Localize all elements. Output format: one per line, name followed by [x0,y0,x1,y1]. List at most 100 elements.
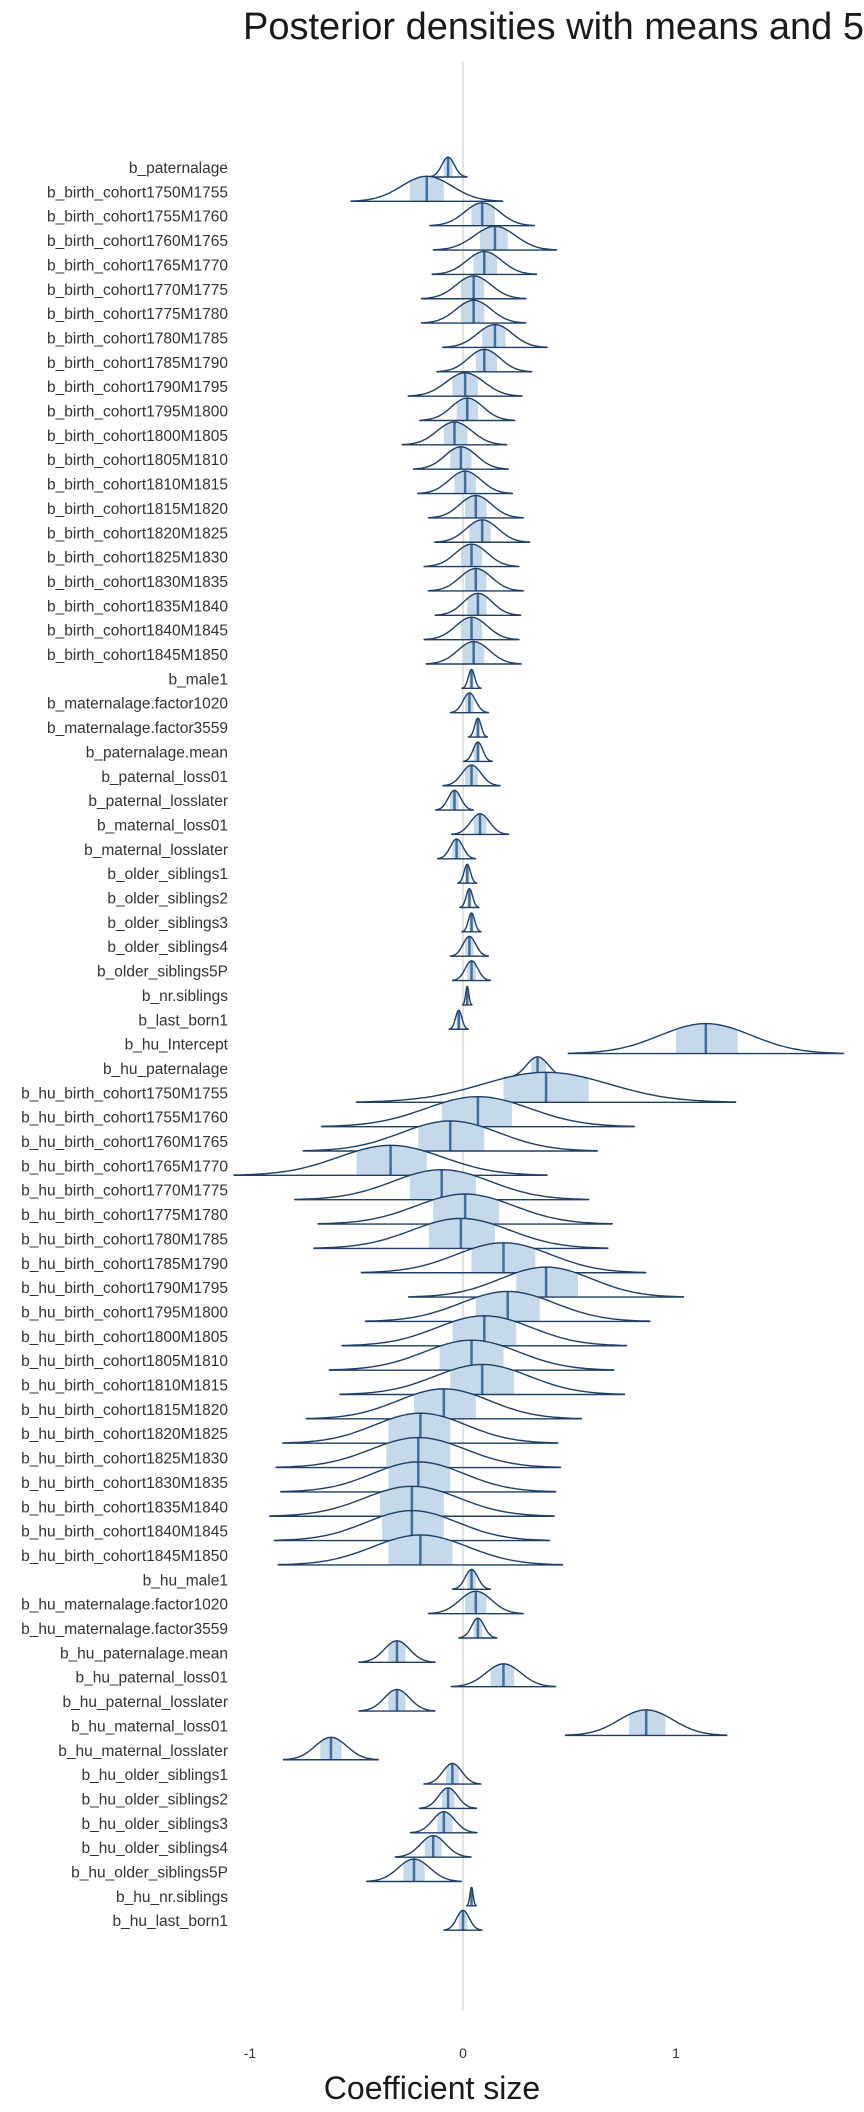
density-row: b_hu_birth_cohort1750M1755 [21,1071,737,1103]
interval-band [475,349,498,372]
density-curve [443,1909,483,1931]
parameter-label: b_paternalage [129,160,228,177]
density-row: b_hu_birth_cohort1805M1810 [21,1339,615,1371]
density-row: b_birth_cohort1785M1790 [47,348,533,373]
density-row: b_hu_Intercept [125,1022,844,1055]
parameter-label: b_hu_Intercept [125,1037,229,1054]
density-row: b_hu_older_siblings2 [81,1787,478,1810]
density-curve [423,1762,482,1785]
density-row: b_birth_cohort1775M1780 [47,299,527,324]
density-row: b_hu_birth_cohort1825M1830 [21,1436,562,1469]
density-row: b_birth_cohort1760M1765 [47,225,558,251]
parameter-label: b_birth_cohort1800M1805 [47,428,228,445]
parameter-label: b_hu_maternalage.factor1020 [21,1597,228,1614]
parameter-label: b_hu_birth_cohort1800M1805 [21,1329,228,1346]
parameter-label: b_hu_birth_cohort1795M1800 [21,1304,228,1321]
density-row: b_hu_older_siblings3 [81,1811,478,1834]
parameter-label: b_maternal_losslater [84,842,228,859]
parameter-label: b_birth_cohort1815M1820 [47,501,228,518]
density-row: b_birth_cohort1750M1755 [47,175,504,203]
parameter-label: b_hu_older_siblings3 [81,1816,228,1833]
density-curve [459,887,480,909]
density-row: b_hu_older_siblings4 [81,1834,472,1858]
density-row: b_hu_maternalage.factor3559 [21,1617,498,1639]
density-row: b_older_siblings4 [107,935,490,957]
density-row: b_hu_paternal_loss01 [75,1663,557,1688]
parameter-label: b_hu_last_born1 [113,1913,229,1930]
parameter-label: b_hu_male1 [143,1572,228,1589]
density-curve [364,1290,651,1323]
density-curve [313,1217,609,1250]
parameter-label: b_nr.siblings [142,988,228,1005]
density-curve [418,1787,478,1810]
density-curve [420,299,527,324]
parameter-label: b_hu_birth_cohort1750M1755 [21,1085,228,1102]
density-curve [436,838,477,860]
parameter-label: b_hu_older_siblings4 [81,1840,228,1857]
density-row: b_maternal_loss01 [97,813,510,836]
parameter-label: b_hu_birth_cohort1760M1765 [21,1134,228,1151]
density-curve [450,1663,557,1688]
parameter-label: b_hu_birth_cohort1780M1785 [21,1231,228,1248]
density-row: b_hu_birth_cohort1810M1815 [21,1363,626,1396]
density-curve [423,616,520,641]
x-tick-label: -1 [244,2045,257,2061]
density-curve [427,1590,524,1615]
parameter-label: b_birth_cohort1830M1835 [47,574,228,591]
density-curve [463,741,493,763]
density-row: b_hu_maternalage.factor1020 [21,1590,524,1615]
density-row: b_hu_older_siblings1 [81,1762,482,1785]
parameter-label: b_hu_birth_cohort1845M1850 [21,1548,228,1565]
density-row: b_paternalage [129,156,468,178]
parameter-label: b_hu_birth_cohort1775M1780 [21,1207,228,1224]
density-row: b_birth_cohort1770M1775 [47,275,527,300]
parameter-label: b_hu_birth_cohort1835M1840 [21,1499,228,1516]
density-curve [434,592,522,616]
density-row: b_hu_maternal_losslater [58,1736,379,1761]
parameter-label: b_hu_paternalage [103,1061,228,1078]
density-curve [451,960,492,982]
density-curve [407,372,523,397]
parameter-label: b_birth_cohort1795M1800 [47,404,228,421]
density-row: b_birth_cohort1810M1815 [47,470,514,495]
density-curve [360,1242,647,1274]
parameter-label: b_maternalage.factor3559 [47,720,228,737]
parameter-label: b_birth_cohort1775M1780 [47,306,228,323]
parameter-label: b_hu_older_siblings5P [71,1865,228,1882]
parameter-label: b_hu_birth_cohort1805M1810 [21,1353,228,1370]
density-row: b_hu_maternal_loss01 [71,1709,728,1737]
density-row: b_hu_birth_cohort1765M1770 [21,1144,548,1177]
density-row: b_maternalage.factor3559 [47,717,489,738]
density-row: b_hu_birth_cohort1795M1800 [21,1290,651,1323]
density-curve [429,202,535,227]
density-curve [436,348,533,373]
density-curve [434,519,531,543]
parameter-label: b_older_siblings5P [97,964,228,981]
density-row: b_birth_cohort1825M1830 [47,543,520,568]
density-curve [269,1485,555,1517]
parameter-label: b_hu_birth_cohort1825M1830 [21,1451,228,1468]
density-curve [339,1363,626,1396]
density-row: b_hu_older_siblings5P [71,1858,463,1883]
density-curve [423,543,520,568]
parameter-label: b_hu_maternal_loss01 [71,1718,228,1735]
density-curve [449,692,490,714]
parameter-label: b_birth_cohort1820M1825 [47,525,228,542]
parameter-label: b_paternalage.mean [86,744,228,761]
density-curve [427,567,524,592]
density-row: b_birth_cohort1835M1840 [47,592,522,616]
density-curve [358,1640,436,1664]
parameter-label: b_maternal_loss01 [97,817,228,834]
density-curve [432,225,558,251]
parameter-label: b_hu_birth_cohort1755M1760 [21,1110,228,1127]
parameter-label: b_hu_maternalage.factor3559 [21,1621,228,1638]
density-curve [431,250,538,276]
density-row: b_male1 [169,668,482,690]
density-curve [461,668,482,690]
density-row: b_hu_birth_cohort1775M1780 [21,1193,613,1225]
density-row: b_hu_birth_cohort1785M1790 [21,1242,647,1274]
parameter-label: b_birth_cohort1785M1790 [47,355,228,372]
parameter-label: b_birth_cohort1755M1760 [47,209,228,226]
density-row: b_birth_cohort1815M1820 [47,494,524,519]
parameter-label: b_hu_maternal_losslater [58,1743,228,1760]
